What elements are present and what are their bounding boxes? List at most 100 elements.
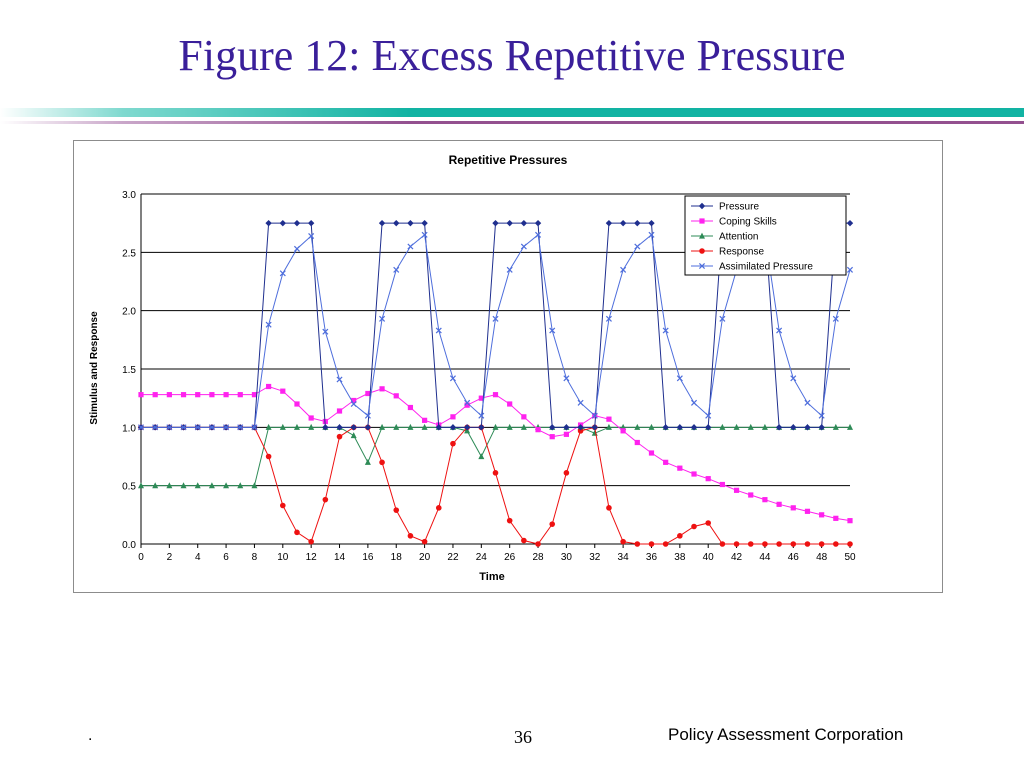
x-tick-label: 50: [844, 552, 856, 563]
data-point-coping-skills: [209, 392, 215, 398]
data-point-assimilated-pressure: [804, 399, 811, 406]
data-point-attention: [847, 423, 853, 430]
data-point-response: [421, 538, 428, 545]
x-tick-label: 40: [703, 552, 715, 563]
data-point-coping-skills: [804, 508, 811, 514]
x-tick-label: 2: [167, 552, 173, 563]
data-point-assimilated-pressure: [379, 315, 386, 322]
data-point-pressure: [350, 424, 357, 431]
data-point-pressure: [435, 424, 442, 431]
data-point-response: [804, 541, 811, 547]
data-point-coping-skills: [280, 388, 286, 394]
data-point-coping-skills: [166, 392, 172, 398]
data-point-attention: [166, 482, 173, 489]
data-point-coping-skills: [776, 501, 782, 507]
chart-title: Repetitive Pressures: [449, 153, 568, 167]
data-point-pressure: [307, 219, 315, 227]
header-divider-purple: [0, 121, 1024, 124]
data-point-response: [549, 521, 556, 527]
data-point-response: [762, 541, 768, 547]
y-axis-label: Stimulus and Response: [89, 311, 100, 425]
x-tick-label: 0: [138, 552, 144, 563]
data-point-assimilated-pressure: [208, 424, 215, 431]
data-point-response: [776, 541, 782, 547]
x-tick-label: 12: [306, 552, 318, 563]
data-point-coping-skills: [379, 386, 385, 392]
x-tick-label: 24: [476, 552, 488, 563]
data-point-coping-skills: [266, 383, 272, 390]
data-point-attention: [379, 423, 386, 430]
data-point-pressure: [393, 219, 400, 227]
data-point-coping-skills: [138, 392, 144, 398]
data-point-attention: [293, 423, 300, 430]
data-point-coping-skills: [351, 397, 357, 404]
legend-marker-response: [699, 248, 705, 254]
data-point-assimilated-pressure: [832, 315, 839, 322]
data-point-assimilated-pressure: [605, 315, 612, 322]
data-point-attention: [719, 423, 726, 430]
data-point-response: [677, 533, 683, 539]
legend-marker-pressure: [698, 202, 706, 210]
data-point-assimilated-pressure: [676, 375, 683, 382]
data-point-assimilated-pressure: [393, 266, 400, 273]
data-point-assimilated-pressure: [152, 424, 159, 431]
data-point-pressure: [279, 219, 286, 227]
data-point-assimilated-pressure: [251, 424, 258, 431]
data-point-pressure: [605, 219, 613, 227]
data-point-coping-skills: [422, 417, 428, 423]
series-attention: [138, 423, 853, 489]
data-point-coping-skills: [705, 476, 711, 482]
data-point-assimilated-pressure: [478, 412, 485, 419]
data-point-assimilated-pressure: [364, 412, 371, 419]
data-point-response: [691, 523, 697, 530]
legend-marker-coping-skills: [699, 218, 705, 224]
data-point-pressure: [634, 219, 641, 227]
data-point-coping-skills: [847, 518, 853, 524]
data-point-response: [265, 453, 272, 460]
header-divider-teal: [0, 108, 1024, 117]
data-point-coping-skills: [464, 402, 470, 408]
data-point-response: [733, 541, 740, 547]
data-point-response: [634, 541, 641, 547]
data-point-pressure: [705, 424, 712, 431]
data-point-response: [393, 507, 400, 513]
data-point-attention: [634, 423, 641, 430]
data-point-response: [407, 533, 414, 539]
data-point-pressure: [364, 424, 372, 431]
data-point-coping-skills: [535, 427, 541, 433]
data-point-response: [492, 470, 499, 476]
data-point-response: [435, 505, 442, 511]
data-point-pressure: [775, 424, 783, 431]
data-point-assimilated-pressure: [449, 375, 456, 382]
data-point-assimilated-pressure: [180, 424, 187, 431]
data-point-pressure: [378, 219, 386, 227]
series-line-coping-skills: [141, 385, 851, 522]
data-point-response: [606, 505, 612, 511]
repetitive-pressures-chart: Repetitive Pressures Time Stimulus and R…: [89, 153, 856, 583]
data-point-attention: [648, 423, 655, 430]
legend-label-assimilated-pressure: Assimilated Pressure: [719, 262, 813, 273]
data-point-pressure: [818, 424, 825, 431]
x-tick-label: 30: [561, 552, 573, 563]
data-point-coping-skills: [478, 395, 484, 401]
data-point-coping-skills: [648, 450, 655, 456]
data-point-coping-skills: [748, 492, 754, 498]
data-point-pressure: [662, 424, 669, 431]
data-point-coping-skills: [237, 392, 243, 398]
x-tick-label: 28: [532, 552, 544, 563]
data-point-assimilated-pressure: [776, 327, 783, 334]
data-point-assimilated-pressure: [577, 399, 584, 406]
data-point-coping-skills: [521, 414, 527, 420]
data-point-attention: [194, 482, 201, 489]
data-point-pressure: [265, 219, 272, 227]
data-point-assimilated-pressure: [549, 327, 556, 334]
data-point-assimilated-pressure: [407, 243, 414, 250]
data-point-attention: [492, 423, 499, 430]
y-tick-label: 0.5: [122, 482, 136, 493]
data-point-assimilated-pressure: [648, 231, 655, 238]
data-point-assimilated-pressure: [435, 327, 442, 334]
data-point-attention: [180, 482, 187, 489]
data-point-attention: [251, 482, 258, 489]
legend-label-response: Response: [719, 247, 764, 258]
data-point-response: [450, 440, 456, 447]
